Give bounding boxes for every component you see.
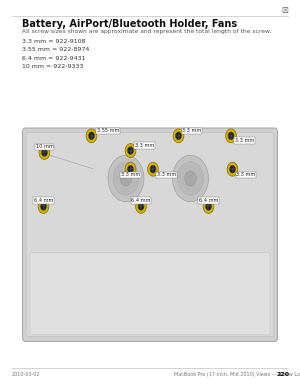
Circle shape	[203, 199, 214, 213]
Circle shape	[176, 132, 182, 140]
Circle shape	[178, 162, 203, 195]
Text: 6.4 mm: 6.4 mm	[131, 198, 151, 203]
Circle shape	[172, 155, 208, 202]
Circle shape	[173, 129, 184, 143]
Circle shape	[148, 162, 158, 176]
Text: 3.55 mm = 922-8974: 3.55 mm = 922-8974	[22, 47, 90, 52]
Circle shape	[128, 165, 134, 173]
Text: 10 mm: 10 mm	[35, 144, 53, 149]
Text: 6.4 mm = 922-9431: 6.4 mm = 922-9431	[22, 56, 86, 61]
Text: Battery, AirPort/Bluetooth Holder, Fans: Battery, AirPort/Bluetooth Holder, Fans	[22, 19, 238, 29]
Circle shape	[227, 162, 238, 176]
Circle shape	[120, 171, 132, 186]
Text: 3.3 mm: 3.3 mm	[182, 128, 202, 133]
Circle shape	[150, 165, 156, 173]
Circle shape	[128, 147, 134, 154]
FancyBboxPatch shape	[22, 128, 278, 341]
FancyBboxPatch shape	[30, 253, 270, 335]
Text: 3.3 mm: 3.3 mm	[235, 138, 254, 143]
Circle shape	[226, 129, 236, 143]
Text: 3.55 mm: 3.55 mm	[97, 128, 119, 133]
Text: 6.4 mm: 6.4 mm	[199, 198, 218, 203]
Circle shape	[230, 165, 236, 173]
Circle shape	[39, 146, 50, 159]
Text: 3.3 mm = 922-9108: 3.3 mm = 922-9108	[22, 39, 86, 44]
Circle shape	[38, 199, 49, 213]
Text: 3.3 mm: 3.3 mm	[157, 173, 176, 177]
Circle shape	[86, 129, 97, 143]
Text: All screw sizes shown are approximate and represent the total length of the scre: All screw sizes shown are approximate an…	[22, 29, 272, 35]
Circle shape	[41, 149, 47, 156]
Circle shape	[138, 203, 144, 210]
Circle shape	[125, 144, 136, 158]
Text: 10 mm = 922-9333: 10 mm = 922-9333	[22, 64, 84, 69]
Text: 3.3 mm: 3.3 mm	[121, 173, 140, 177]
Circle shape	[113, 162, 139, 195]
Circle shape	[206, 203, 212, 210]
Circle shape	[136, 199, 146, 213]
Text: 3.3 mm: 3.3 mm	[135, 143, 154, 148]
Text: 6.4 mm: 6.4 mm	[34, 198, 53, 203]
Text: 220: 220	[277, 372, 290, 378]
Circle shape	[88, 132, 94, 140]
Circle shape	[108, 155, 144, 202]
Circle shape	[228, 132, 234, 140]
Circle shape	[185, 171, 196, 186]
Circle shape	[40, 203, 46, 210]
Circle shape	[125, 162, 136, 176]
Text: 2010-03-02: 2010-03-02	[12, 372, 40, 378]
Text: 3.3 mm: 3.3 mm	[236, 173, 256, 177]
Text: ☒: ☒	[282, 5, 289, 15]
Text: MacBook Pro (17-inch, Mid 2010) Views — Screw Locations: MacBook Pro (17-inch, Mid 2010) Views — …	[174, 372, 300, 378]
FancyBboxPatch shape	[26, 133, 274, 337]
